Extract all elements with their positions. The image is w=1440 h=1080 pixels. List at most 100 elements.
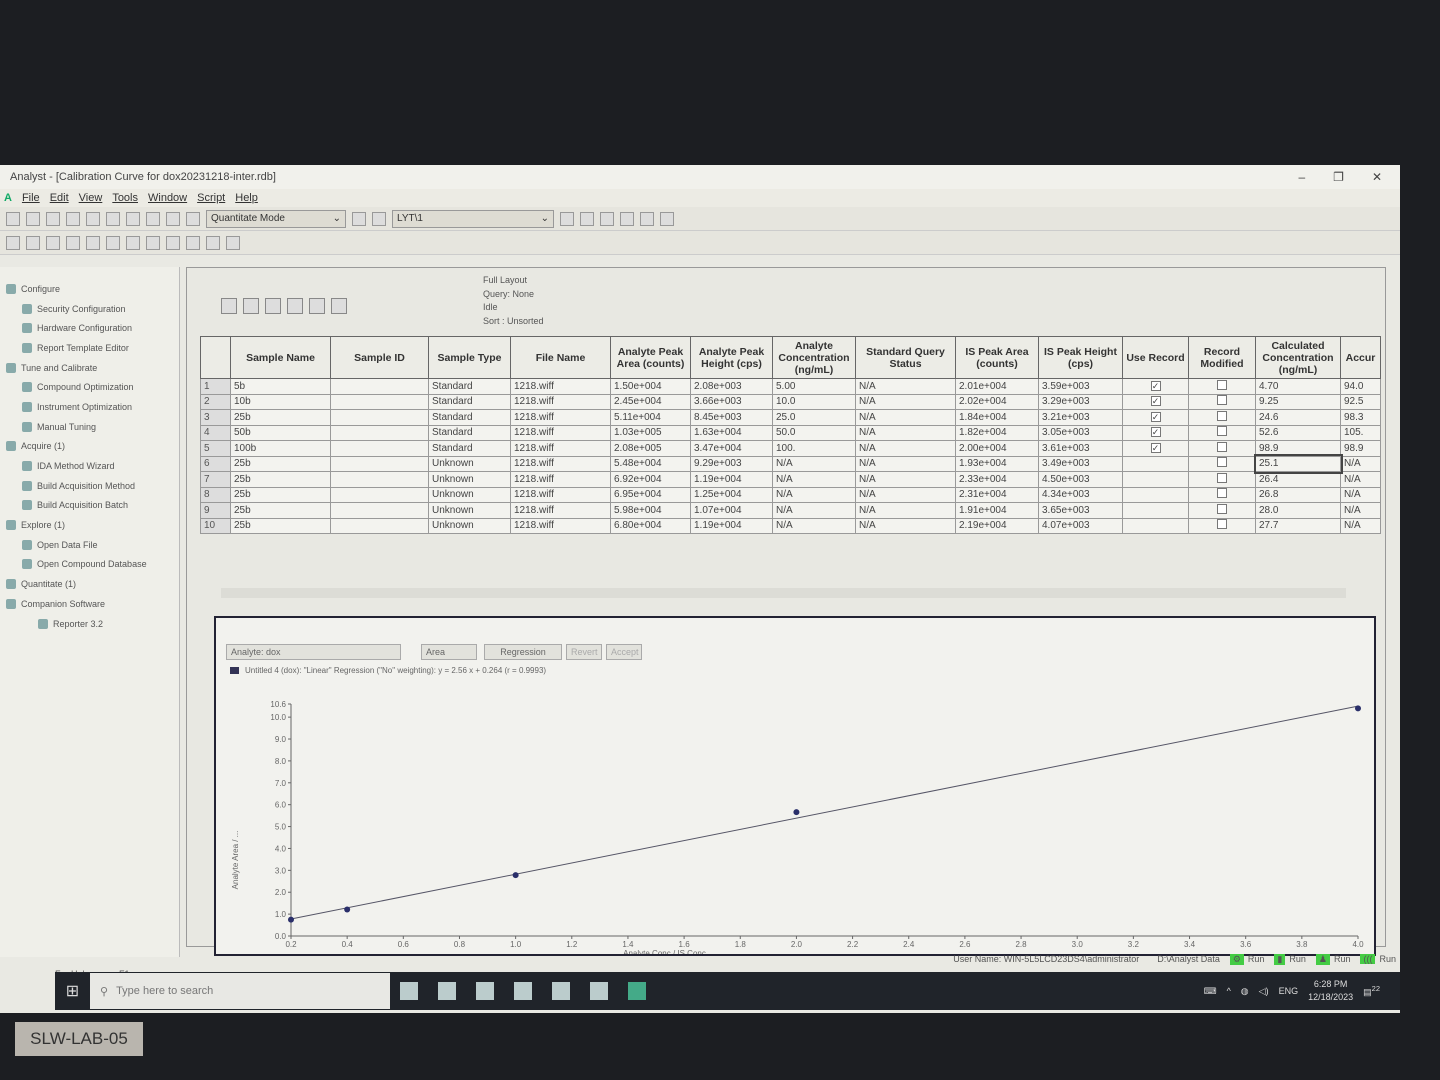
- column-header[interactable]: [200, 336, 231, 379]
- table-cell[interactable]: 25b: [230, 486, 331, 503]
- layout-split-icon[interactable]: [640, 211, 654, 226]
- use-record-checkbox[interactable]: ✓: [1122, 378, 1189, 395]
- record-modified-checkbox[interactable]: [1188, 517, 1256, 534]
- column-header[interactable]: IS Peak Height (cps): [1038, 336, 1123, 379]
- checkbox[interactable]: ✓: [1150, 380, 1161, 391]
- table-cell[interactable]: 2.08e+003: [690, 378, 773, 395]
- taskbar-search[interactable]: ⚲ Type here to search: [90, 973, 390, 1009]
- project-folder-icon[interactable]: [352, 211, 366, 226]
- checkbox[interactable]: [1217, 395, 1227, 406]
- nav-item[interactable]: Security Configuration: [0, 299, 179, 319]
- column-header[interactable]: IS Peak Area (counts): [955, 336, 1039, 379]
- analyst-app-icon[interactable]: [628, 982, 646, 1000]
- quant-app-icon[interactable]: [590, 982, 608, 1000]
- table-cell[interactable]: 5b: [230, 378, 331, 395]
- table-cell[interactable]: 5.48e+004: [610, 455, 691, 472]
- table-cell[interactable]: 1.07e+004: [690, 502, 773, 519]
- column-header[interactable]: Analyte Concentration (ng/mL): [772, 336, 856, 379]
- notifications-icon[interactable]: ▤22: [1363, 984, 1380, 997]
- quant-tool-icon[interactable]: [86, 235, 100, 250]
- table-cell[interactable]: 1218.wiff: [510, 517, 611, 534]
- table-cell[interactable]: 6.80e+004: [610, 517, 691, 534]
- table-cell[interactable]: 6.92e+004: [610, 471, 691, 488]
- layout-top-icon[interactable]: [620, 211, 634, 226]
- table-cell[interactable]: 2.31e+004: [955, 486, 1039, 503]
- nav-item[interactable]: Quantitate (1): [0, 574, 179, 594]
- column-header[interactable]: Sample Name: [230, 336, 331, 379]
- quant-tool-icon[interactable]: [6, 235, 20, 250]
- column-header[interactable]: Calculated Concentration (ng/mL): [1255, 336, 1341, 379]
- table-cell[interactable]: 4.70: [1255, 378, 1341, 395]
- table-cell[interactable]: 7: [200, 471, 231, 488]
- table-cell[interactable]: Standard: [428, 409, 511, 426]
- table-cell[interactable]: 3.49e+003: [1038, 455, 1123, 472]
- table-cell[interactable]: 25b: [230, 455, 331, 472]
- column-header[interactable]: File Name: [510, 336, 611, 379]
- instrument-icon[interactable]: [560, 211, 574, 226]
- column-header[interactable]: Standard Query Status: [855, 336, 956, 379]
- checkbox[interactable]: [1217, 519, 1227, 530]
- undo-icon[interactable]: [166, 211, 180, 226]
- paste-icon[interactable]: [146, 211, 160, 226]
- use-record-checkbox[interactable]: [1122, 486, 1189, 503]
- table-cell[interactable]: 26.4: [1255, 471, 1341, 488]
- table-cell[interactable]: [330, 409, 429, 426]
- nav-item[interactable]: Configure: [0, 279, 179, 299]
- table-cell[interactable]: 2.01e+004: [955, 378, 1039, 395]
- report-icon[interactable]: [600, 211, 614, 226]
- checkbox[interactable]: [1217, 472, 1227, 483]
- table-cell[interactable]: 25b: [230, 471, 331, 488]
- table-cell[interactable]: 1.19e+004: [690, 517, 773, 534]
- table-cell[interactable]: 2.19e+004: [955, 517, 1039, 534]
- table-cell[interactable]: 10b: [230, 393, 331, 410]
- table-cell[interactable]: [330, 455, 429, 472]
- table-cell[interactable]: N/A: [772, 471, 856, 488]
- chevron-up-icon[interactable]: ^: [1226, 986, 1231, 996]
- checkbox[interactable]: [1217, 426, 1227, 437]
- table-cell[interactable]: 1218.wiff: [510, 502, 611, 519]
- table-cell[interactable]: [330, 378, 429, 395]
- mail-icon[interactable]: [552, 982, 570, 1000]
- table-cell[interactable]: 98.9: [1340, 440, 1381, 457]
- print-preview-icon[interactable]: [86, 211, 100, 226]
- file-explorer-icon[interactable]: [476, 982, 494, 1000]
- table-cell[interactable]: N/A: [1340, 455, 1381, 472]
- table-cell[interactable]: 10: [200, 517, 231, 534]
- table-cell[interactable]: 3.29e+003: [1038, 393, 1123, 410]
- table-cell[interactable]: 1.50e+004: [610, 378, 691, 395]
- nav-item[interactable]: Open Data File: [0, 535, 179, 555]
- table-cell[interactable]: 3.47e+004: [690, 440, 773, 457]
- table-cell[interactable]: 5.98e+004: [610, 502, 691, 519]
- table-cell[interactable]: 1218.wiff: [510, 378, 611, 395]
- nav-item[interactable]: Build Acquisition Batch: [0, 496, 179, 516]
- table-cell[interactable]: 24.6: [1255, 409, 1341, 426]
- table-cell[interactable]: 2.00e+004: [955, 440, 1039, 457]
- use-record-checkbox[interactable]: ✓: [1122, 393, 1189, 410]
- checkbox[interactable]: [1217, 457, 1227, 468]
- horizontal-scrollbar[interactable]: [221, 588, 1346, 598]
- nav-item[interactable]: Instrument Optimization: [0, 397, 179, 417]
- column-header[interactable]: Sample Type: [428, 336, 511, 379]
- language-indicator[interactable]: ENG: [1278, 986, 1299, 996]
- table-cell[interactable]: [330, 393, 429, 410]
- menu-file[interactable]: File: [21, 192, 40, 204]
- table-cell[interactable]: [330, 517, 429, 534]
- table-row[interactable]: 9 25b Unknown 1218.wiff 5.98e+004 1.07e+004 N/…: [200, 502, 1381, 519]
- table-cell[interactable]: 8: [200, 486, 231, 503]
- table-cell[interactable]: 3.66e+003: [690, 393, 773, 410]
- table-cell[interactable]: 105.: [1340, 424, 1381, 441]
- open-icon[interactable]: [26, 211, 40, 226]
- table-cell[interactable]: N/A: [855, 424, 956, 441]
- new-icon[interactable]: [6, 211, 20, 226]
- table-cell[interactable]: [330, 486, 429, 503]
- checkbox[interactable]: [1217, 488, 1227, 499]
- table-cell[interactable]: 5.00: [772, 378, 856, 395]
- nav-item[interactable]: Explore (1): [0, 515, 179, 535]
- redo-icon[interactable]: [186, 211, 200, 226]
- table-cell[interactable]: N/A: [855, 471, 956, 488]
- column-header[interactable]: Analyte Peak Area (counts): [610, 336, 691, 379]
- record-modified-checkbox[interactable]: [1188, 440, 1256, 457]
- table-cell[interactable]: N/A: [855, 517, 956, 534]
- nav-item[interactable]: Open Compound Database: [0, 555, 179, 575]
- table-cell[interactable]: N/A: [855, 440, 956, 457]
